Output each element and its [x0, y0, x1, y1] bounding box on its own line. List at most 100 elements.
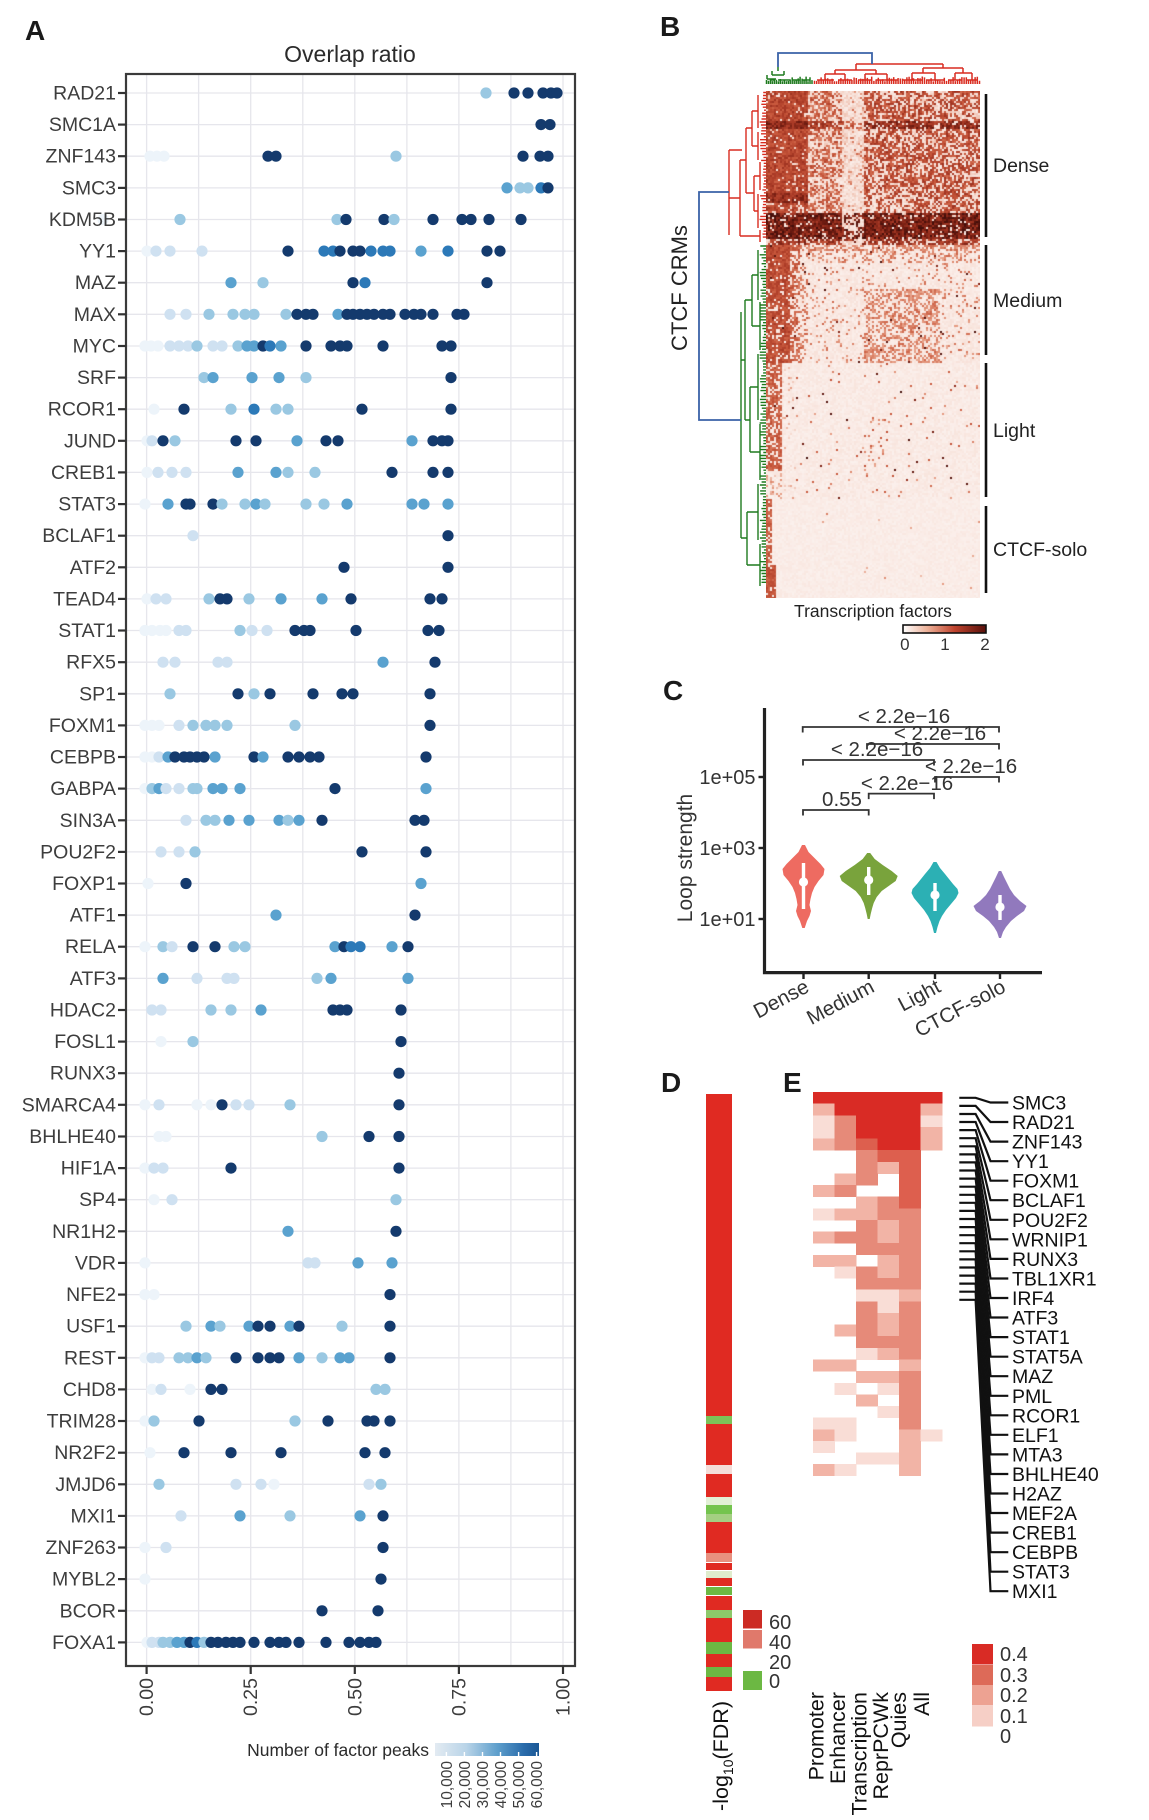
svg-text:CREB1: CREB1 [51, 462, 116, 484]
svg-text:BHLHE40: BHLHE40 [29, 1126, 116, 1148]
svg-text:GABPA: GABPA [50, 778, 116, 800]
svg-text:0.4: 0.4 [1000, 1644, 1028, 1666]
svg-text:MEF2A: MEF2A [1012, 1503, 1077, 1525]
svg-text:NR2F2: NR2F2 [54, 1442, 116, 1464]
svg-text:0.75: 0.75 [448, 1678, 470, 1716]
svg-text:40,000: 40,000 [493, 1761, 510, 1809]
svg-text:FOXM1: FOXM1 [49, 715, 116, 737]
svg-text:10,000: 10,000 [439, 1761, 456, 1809]
svg-text:BCLAF1: BCLAF1 [42, 525, 116, 547]
svg-text:Light: Light [993, 420, 1036, 442]
svg-text:ELF1: ELF1 [1012, 1425, 1059, 1447]
svg-text:STAT1: STAT1 [58, 620, 116, 642]
svg-text:NFE2: NFE2 [66, 1284, 116, 1306]
svg-text:YY1: YY1 [79, 241, 116, 263]
svg-text:MAZ: MAZ [1012, 1366, 1053, 1388]
svg-text:Medium: Medium [993, 290, 1062, 312]
svg-text:RFX5: RFX5 [66, 652, 116, 674]
svg-text:Dense: Dense [993, 155, 1049, 177]
svg-text:JUND: JUND [64, 430, 116, 452]
svg-text:0.00: 0.00 [136, 1678, 158, 1716]
svg-text:Overlap ratio: Overlap ratio [284, 41, 416, 67]
svg-text:JMJD6: JMJD6 [55, 1474, 116, 1496]
svg-text:RELA: RELA [65, 936, 116, 958]
svg-text:All: All [910, 1692, 934, 1716]
svg-text:Dense: Dense [750, 975, 813, 1023]
svg-text:RAD21: RAD21 [1012, 1112, 1075, 1134]
svg-text:CEBPB: CEBPB [1012, 1542, 1078, 1564]
svg-text:ReprPCWk: ReprPCWk [869, 1692, 893, 1800]
svg-text:RAD21: RAD21 [53, 83, 116, 105]
svg-text:MYC: MYC [73, 336, 116, 358]
svg-text:STAT3: STAT3 [58, 494, 116, 516]
svg-text:MTA3: MTA3 [1012, 1444, 1063, 1466]
svg-text:H2AZ: H2AZ [1012, 1484, 1062, 1506]
svg-text:RUNX3: RUNX3 [1012, 1249, 1078, 1271]
svg-text:HIF1A: HIF1A [61, 1158, 116, 1180]
svg-text:1e+01: 1e+01 [699, 909, 755, 931]
svg-text:CTCF-solo: CTCF-solo [993, 539, 1087, 561]
svg-text:SIN3A: SIN3A [60, 810, 116, 832]
svg-text:Number of factor peaks: Number of factor peaks [247, 1740, 429, 1760]
svg-text:20: 20 [769, 1652, 791, 1674]
svg-text:0.3: 0.3 [1000, 1665, 1028, 1687]
svg-text:MYBL2: MYBL2 [52, 1569, 116, 1591]
svg-text:POU2F2: POU2F2 [1012, 1210, 1088, 1232]
svg-text:0: 0 [769, 1671, 780, 1693]
svg-text:Transcription factors: Transcription factors [794, 601, 952, 621]
svg-text:Enhancer: Enhancer [826, 1692, 850, 1784]
svg-text:CHD8: CHD8 [63, 1379, 116, 1401]
svg-text:0.1: 0.1 [1000, 1706, 1028, 1728]
svg-text:PML: PML [1012, 1386, 1052, 1408]
svg-text:60: 60 [769, 1612, 791, 1634]
svg-text:RCOR1: RCOR1 [1012, 1405, 1080, 1427]
svg-text:< 2.2e−16: < 2.2e−16 [894, 722, 986, 745]
svg-text:ATF3: ATF3 [70, 968, 116, 990]
svg-text:1e+03: 1e+03 [699, 838, 755, 860]
svg-text:MAZ: MAZ [75, 272, 116, 294]
svg-text:STAT5A: STAT5A [1012, 1347, 1083, 1369]
svg-text:Loop strength: Loop strength [674, 794, 697, 922]
svg-text:SMC1A: SMC1A [49, 114, 116, 136]
svg-text:40: 40 [769, 1632, 791, 1654]
svg-text:60,000: 60,000 [529, 1761, 546, 1809]
svg-text:FOXA1: FOXA1 [52, 1632, 116, 1654]
svg-text:SP4: SP4 [79, 1189, 116, 1211]
svg-text:0: 0 [1000, 1726, 1011, 1748]
svg-text:50,000: 50,000 [511, 1761, 528, 1809]
svg-text:2: 2 [980, 635, 989, 654]
svg-text:ATF2: ATF2 [70, 557, 116, 579]
svg-text:WRNIP1: WRNIP1 [1012, 1229, 1088, 1251]
svg-text:1e+05: 1e+05 [699, 767, 755, 789]
svg-text:-log10(FDR): -log10(FDR) [709, 1701, 736, 1811]
svg-text:BCLAF1: BCLAF1 [1012, 1190, 1086, 1212]
svg-text:SMARCA4: SMARCA4 [22, 1094, 116, 1116]
svg-text:Promoter: Promoter [805, 1692, 829, 1780]
svg-text:ZNF143: ZNF143 [1012, 1132, 1082, 1154]
svg-text:Quies: Quies [887, 1692, 911, 1748]
svg-text:0.50: 0.50 [344, 1678, 366, 1716]
svg-text:SP1: SP1 [79, 683, 116, 705]
svg-text:B: B [660, 11, 680, 42]
svg-text:TEAD4: TEAD4 [53, 588, 116, 610]
svg-text:D: D [661, 1067, 681, 1098]
svg-text:< 2.2e−16: < 2.2e−16 [831, 738, 923, 761]
svg-text:< 2.2e−16: < 2.2e−16 [861, 772, 953, 795]
svg-text:YY1: YY1 [1012, 1151, 1049, 1173]
svg-text:ZNF263: ZNF263 [46, 1537, 116, 1559]
svg-text:FOXP1: FOXP1 [52, 873, 116, 895]
svg-text:POU2F2: POU2F2 [40, 841, 116, 863]
svg-text:1.00: 1.00 [553, 1678, 575, 1716]
svg-text:CTCF CRMs: CTCF CRMs [667, 225, 692, 351]
svg-text:0.2: 0.2 [1000, 1685, 1028, 1707]
svg-text:CEBPB: CEBPB [50, 747, 116, 769]
svg-text:MXI1: MXI1 [1012, 1581, 1058, 1603]
svg-text:STAT3: STAT3 [1012, 1562, 1070, 1584]
svg-text:0: 0 [900, 635, 909, 654]
svg-text:RCOR1: RCOR1 [48, 399, 116, 421]
svg-text:C: C [663, 675, 683, 706]
svg-text:RUNX3: RUNX3 [50, 1063, 116, 1085]
svg-text:FOSL1: FOSL1 [54, 1031, 116, 1053]
svg-text:STAT1: STAT1 [1012, 1327, 1070, 1349]
svg-text:ATF1: ATF1 [70, 905, 116, 927]
